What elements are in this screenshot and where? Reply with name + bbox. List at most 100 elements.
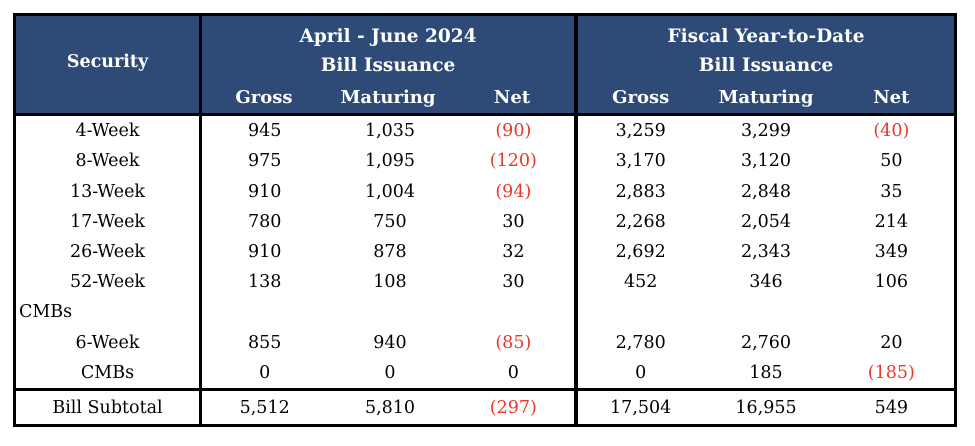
value-cell: 2,054 [740,211,792,232]
value-cell: 3,120 [740,151,792,172]
security-cell: Bill Subtotal [16,391,202,424]
value-cell: 3,170 [615,151,666,172]
table-row: 6-Week 855 940 (85) 2,780 2,760 20 [16,327,954,358]
table-row: 52-Week 138 108 30 452 346 106 [16,267,954,298]
value-cell: 17,504 [610,397,672,418]
value-cell: 549 [874,397,909,418]
security-cell: 52-Week [16,267,202,298]
value-cell: 910 [247,181,282,202]
security-cell: 8-Week [16,146,202,177]
bill-issuance-table: Security April - June 2024 Bill Issuance… [13,13,957,427]
column-labels: Gross Maturing Net [578,87,954,113]
value-cell: 452 [623,272,658,293]
table-row: 17-Week 780 750 30 2,268 2,054 214 [16,206,954,237]
security-cell: 26-Week [16,236,202,268]
value-cell: 185 [749,362,783,383]
value-cell [829,297,954,327]
value-cell [327,297,452,327]
security-cell: 17-Week [16,206,202,237]
group-title-period: Fiscal Year-to-Date [667,26,865,47]
value-cell: 0 [259,362,271,383]
value-cell: 2,760 [740,332,792,353]
value-cell: 138 [247,272,282,293]
value-cell: 0 [635,362,647,383]
group-title-period: April - June 2024 [299,26,477,47]
value-cell: 349 [874,241,909,262]
table-header: Security April - June 2024 Bill Issuance… [16,16,954,116]
value-cell: 3,259 [615,121,666,142]
value-cell: 945 [247,121,282,142]
value-cell: (85) [453,327,578,358]
security-cell: CMBs [16,297,202,328]
table-row: 26-Week 910 878 32 2,692 2,343 349 [16,236,954,268]
value-cell: 2,848 [740,181,792,202]
value-cell: 5,512 [239,397,290,418]
security-header-label: Security [66,51,149,72]
value-cell: (297) [453,391,578,424]
column-label-net: Net [873,87,910,108]
value-cell: 1,035 [364,121,416,142]
value-cell: 878 [373,241,407,262]
value-cell: 2,268 [615,211,666,232]
column-label-gross: Gross [235,87,293,108]
value-cell: 2,692 [615,241,666,262]
table-row: 8-Week 975 1,095 (120) 3,170 3,120 50 [16,146,954,177]
value-cell: (185) [867,362,915,383]
column-labels: Gross Maturing Net [202,87,574,113]
value-cell [578,297,703,327]
value-cell: 108 [373,272,407,293]
value-cell: 106 [874,272,909,293]
header-group-apr-june: April - June 2024 Bill Issuance Gross Ma… [202,16,578,113]
column-label-gross: Gross [612,87,670,108]
security-cell: CMBs [16,357,202,388]
value-cell: 30 [453,267,578,298]
value-cell: (90) [453,116,578,147]
security-column-header: Security [16,16,202,113]
value-cell: 214 [874,211,909,232]
value-cell: 780 [247,211,282,232]
value-cell: 30 [453,206,578,237]
security-cell: 13-Week [16,176,202,207]
value-cell [703,297,828,327]
column-label-net: Net [493,87,531,108]
value-cell: 975 [247,151,282,172]
value-cell: 1,004 [364,181,416,202]
value-cell: 3,299 [740,121,792,142]
subtotal-row: Bill Subtotal 5,512 5,810 (297) 17,504 1… [16,388,954,424]
table-row: 4-Week 945 1,035 (90) 3,259 3,299 (40) [16,116,954,147]
table-body: 4-Week 945 1,035 (90) 3,259 3,299 (40) 8… [16,116,954,388]
value-cell: 20 [880,332,903,353]
value-cell: 2,780 [615,332,666,353]
value-cell: 940 [373,332,407,353]
value-cell: 32 [453,236,578,268]
value-cell: 5,810 [364,397,416,418]
header-group-fiscal-ytd: Fiscal Year-to-Date Bill Issuance Gross … [578,16,954,113]
value-cell: 50 [880,151,903,172]
value-cell: 2,343 [740,241,792,262]
value-cell: 0 [453,357,578,388]
value-cell [453,297,578,328]
value-cell: (40) [873,121,910,142]
value-cell: 2,883 [615,181,666,202]
value-cell: 346 [749,272,783,293]
value-cell: (94) [453,176,578,207]
table-row: CMBs 0 0 0 0 185 (185) [16,357,954,388]
value-cell: 910 [247,241,282,262]
value-cell [202,297,327,327]
value-cell: 750 [373,211,407,232]
column-label-maturing: Maturing [718,87,814,108]
security-cell: 4-Week [16,116,202,147]
value-cell: 0 [384,362,396,383]
column-label-maturing: Maturing [340,87,436,108]
group-label-row: CMBs [16,297,954,328]
group-subtitle-bill-issuance: Bill Issuance [698,54,834,76]
table-row: 13-Week 910 1,004 (94) 2,883 2,848 35 [16,176,954,207]
group-subtitle-bill-issuance: Bill Issuance [320,54,456,76]
value-cell: 855 [247,332,282,353]
value-cell: (120) [453,146,578,177]
value-cell: 16,955 [735,397,797,418]
value-cell: 35 [880,181,903,202]
value-cell: 1,095 [364,151,416,172]
security-cell: 6-Week [16,327,202,358]
